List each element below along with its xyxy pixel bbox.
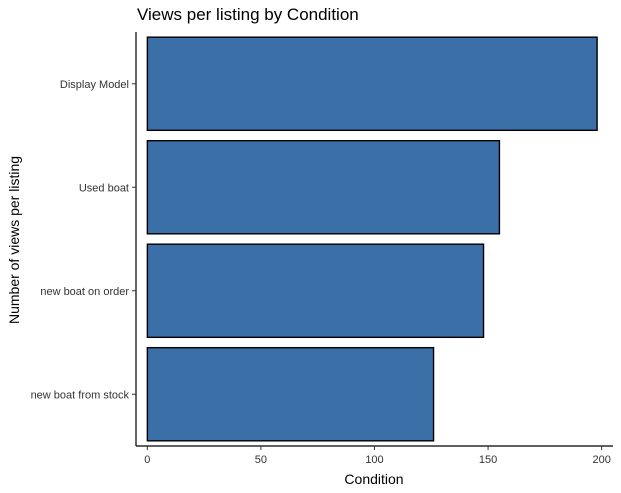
x-tick-label: 0 [144, 454, 150, 466]
x-ticks-group: 0 50 100 150 200 [144, 446, 611, 466]
x-tick-label: 200 [592, 454, 610, 466]
x-tick-label: 50 [255, 454, 267, 466]
y-axis-title: Number of views per listing [6, 156, 22, 324]
x-tick-label: 100 [365, 454, 383, 466]
bars-group [146, 36, 598, 442]
x-tick-label: 150 [479, 454, 497, 466]
chart-title: Views per listing by Condition [137, 5, 359, 24]
bar [146, 346, 435, 442]
bar [146, 139, 501, 235]
bar [146, 243, 485, 339]
y-tick-label: new boat from stock [31, 389, 130, 401]
bar [146, 36, 598, 132]
y-tick-label: Used boat [79, 182, 129, 194]
y-tick-label: new boat on order [40, 286, 129, 298]
y-tick-label: Display Model [60, 79, 129, 91]
y-ticks-group: Display Model Used boat new boat on order n… [31, 79, 136, 401]
x-axis-title: Condition [344, 471, 403, 487]
